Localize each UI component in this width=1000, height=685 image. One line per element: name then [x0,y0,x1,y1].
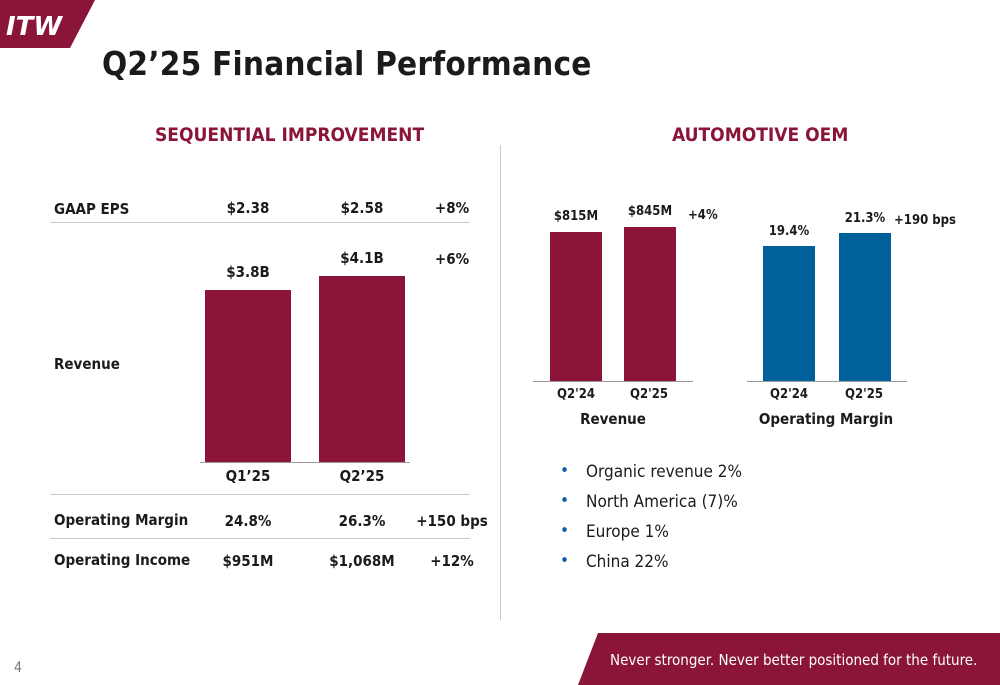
margin-change-annotation: +190 bps [894,213,956,228]
footer-tagline: Never stronger. Never better positioned … [610,651,978,669]
chart-title: Operating Margin [758,410,894,428]
bar-value-label: 19.4% [768,224,810,239]
eps-q1: $2.38 [226,199,270,217]
x-tick-label: Q2'25 [845,387,883,402]
page-number: 4 [14,660,23,676]
revenue-bar-q2 [319,276,405,462]
bar-value-label: 21.3% [844,211,886,226]
x-axis [200,462,410,463]
page-title: Q2’25 Financial Performance [102,44,592,83]
x-tick-label: Q2'24 [770,387,808,402]
auto-revenue-bar-q2-25 [624,227,676,381]
bullet-dot-icon: • [560,551,570,571]
bullet-item: • China 22% [560,551,669,572]
logo-wordmark: ITW [6,12,63,42]
bullet-item: • Organic revenue 2% [560,461,743,482]
bullet-dot-icon: • [560,521,570,541]
auto-margin-bar-q2-24 [763,246,815,381]
margin-label: Operating Margin [54,511,189,529]
income-label: Operating Income [54,551,191,569]
revenue-change: +6% [434,250,470,268]
eps-label: GAAP EPS [54,200,130,218]
revenue-bar-q1 [205,290,291,462]
left-heading: SEQUENTIAL IMPROVEMENT [155,124,425,146]
auto-revenue-bar-q2-24 [550,232,602,381]
bar-value-label: $4.1B [340,249,384,267]
bullet-item: • North America (7)% [560,491,738,512]
eps-q2: $2.58 [340,199,384,217]
x-tick-label: Q2’25 [339,467,385,485]
auto-margin-bar-q2-25 [839,233,891,381]
bar-value-label: $815M [553,209,599,224]
row-divider [50,538,470,539]
x-tick-label: Q2'25 [630,387,668,402]
margin-q2: 26.3% [338,512,386,530]
revenue-change-annotation: +4% [688,208,718,223]
margin-change: +150 bps [416,512,488,530]
eps-change: +8% [434,199,470,217]
row-divider [50,494,470,495]
section-divider [500,145,501,620]
income-q1: $951M [222,552,274,570]
right-heading: AUTOMOTIVE OEM [672,124,849,146]
bullet-dot-icon: • [560,461,570,481]
bullet-item: • Europe 1% [560,521,669,542]
revenue-label: Revenue [54,355,120,373]
itw-logo: ITW [0,0,95,48]
income-change: +12% [430,552,474,570]
row-divider [50,222,470,223]
x-tick-label: Q1’25 [225,467,271,485]
chart-title: Revenue [580,410,646,428]
x-tick-label: Q2'24 [557,387,595,402]
income-q2: $1,068M [329,552,395,570]
bullet-list: • Organic revenue 2% • North America (7)% … [560,461,743,582]
x-axis [747,381,907,382]
bullet-dot-icon: • [560,491,570,511]
margin-q1: 24.8% [224,512,272,530]
footer-band [578,633,1000,685]
bar-value-label: $3.8B [226,263,270,281]
bar-value-label: $845M [627,204,673,219]
x-axis [533,381,693,382]
